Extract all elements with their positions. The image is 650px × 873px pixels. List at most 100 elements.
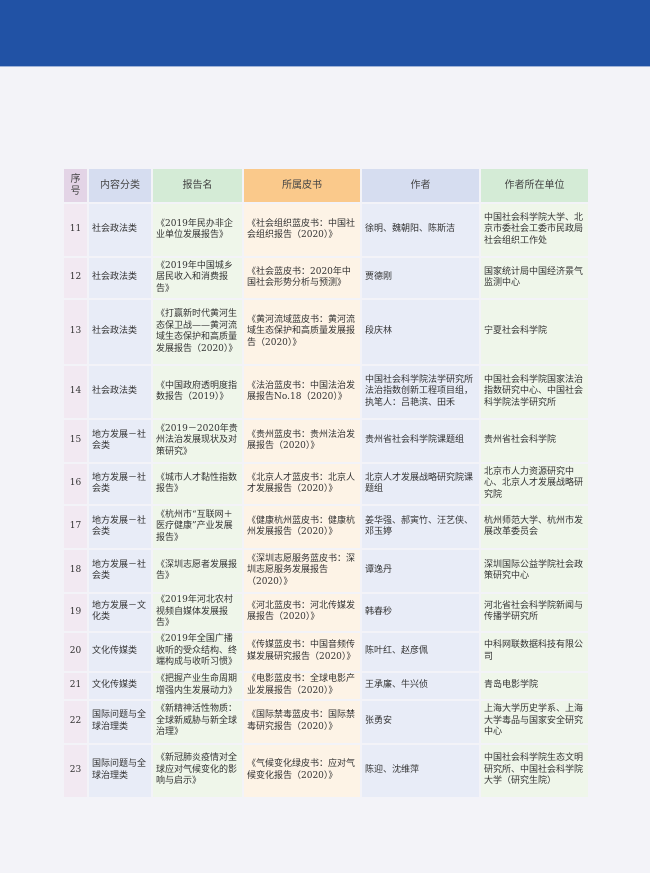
cell-affiliation: 国家统计局中国经济景气监测中心 bbox=[481, 258, 588, 298]
table-row: 11 社会政法类 《2019年民办非企业单位发展报告》 《社会组织蓝皮书：中国社会组织… bbox=[64, 204, 588, 256]
cell-book: 《深圳志愿服务蓝皮书：深圳志愿服务发展报告（2020）》 bbox=[244, 550, 360, 592]
cell-book: 《社会蓝皮书：2020年中国社会形势分析与预测》 bbox=[244, 258, 360, 298]
cell-affiliation: 中国社会科学院生态文明研究所、中国社会科学院大学（研究生院） bbox=[481, 744, 588, 797]
table-row: 17 地方发展－社会类 《杭州市“互联网＋医疗健康”产业发展报告》 《健康杭州蓝皮书：… bbox=[64, 506, 588, 548]
cell-report-name: 《深圳志愿者发展报告》 bbox=[153, 550, 242, 592]
table-row: 12 社会政法类 《2019年中国城乡居民收入和消费报告》 《社会蓝皮书：2020年中… bbox=[64, 258, 588, 298]
cell-category: 国际问题与全球治理类 bbox=[89, 744, 151, 797]
cell-report-name: 《2019年民办非企业单位发展报告》 bbox=[153, 204, 242, 256]
cell-seq: 19 bbox=[64, 594, 87, 631]
cell-author: 张勇安 bbox=[362, 700, 479, 743]
cell-category: 文化传媒类 bbox=[89, 632, 151, 671]
cell-author: 谭逸丹 bbox=[362, 550, 479, 592]
cell-book: 《国际禁毒蓝皮书：国际禁毒研究报告（2020）》 bbox=[244, 700, 360, 743]
cell-book: 《贵州蓝皮书：贵州法治发展报告（2020）》 bbox=[244, 420, 360, 462]
cell-seq: 22 bbox=[64, 700, 87, 743]
cell-category: 地方发展－社会类 bbox=[89, 464, 151, 504]
cell-affiliation: 上海大学历史学系、上海大学毒品与国家安全研究中心 bbox=[481, 700, 588, 743]
cell-affiliation: 深圳国际公益学院社会政策研究中心 bbox=[481, 550, 588, 592]
cell-seq: 14 bbox=[64, 366, 87, 418]
table-row: 13 社会政法类 《打赢新时代黄河生态保卫战——黄河流域生态保护和高质量发展报告（2… bbox=[64, 300, 588, 364]
cell-author: 陈叶红、赵彦佩 bbox=[362, 632, 479, 671]
table-row: 18 地方发展－社会类 《深圳志愿者发展报告》 《深圳志愿服务蓝皮书：深圳志愿服务发展… bbox=[64, 550, 588, 592]
cell-author: 徐明、魏朝阳、陈斯洁 bbox=[362, 204, 479, 256]
cell-book: 《电影蓝皮书：全球电影产业发展报告（2020）》 bbox=[244, 672, 360, 699]
cell-book: 《黄河流域蓝皮书：黄河流域生态保护和高质量发展报告（2020）》 bbox=[244, 300, 360, 364]
cell-seq: 21 bbox=[64, 672, 87, 699]
cell-report-name: 《新冠肺炎疫情对全球应对气候变化的影响与启示》 bbox=[153, 744, 242, 797]
cell-seq: 15 bbox=[64, 420, 87, 462]
header-report-name: 报告名 bbox=[153, 169, 242, 202]
cell-author: 贵州省社会科学院课题组 bbox=[362, 420, 479, 462]
cell-affiliation: 中国社会科学院国家法治指数研究中心、中国社会科学院法学研究所 bbox=[481, 366, 588, 418]
cell-report-name: 《城市人才黏性指数报告》 bbox=[153, 464, 242, 504]
cell-seq: 11 bbox=[64, 204, 87, 256]
cell-book: 《传媒蓝皮书：中国音频传媒发展研究报告（2020）》 bbox=[244, 632, 360, 671]
cell-author: 中国社会科学院法学研究所法治指数创新工程项目组，执笔人：吕艳滨、田禾 bbox=[362, 366, 479, 418]
cell-report-name: 《2019年河北农村视频自媒体发展报告》 bbox=[153, 594, 242, 631]
cell-book: 《河北蓝皮书：河北传媒发展报告（2020）》 bbox=[244, 594, 360, 631]
cell-affiliation: 贵州省社会科学院 bbox=[481, 420, 588, 462]
cell-report-name: 《2019年中国城乡居民收入和消费报告》 bbox=[153, 258, 242, 298]
cell-affiliation: 杭州师范大学、杭州市发展改革委员会 bbox=[481, 506, 588, 548]
header-author: 作者 bbox=[362, 169, 479, 202]
table-row: 19 地方发展－文化类 《2019年河北农村视频自媒体发展报告》 《河北蓝皮书：河北传… bbox=[64, 594, 588, 631]
cell-category: 地方发展－社会类 bbox=[89, 506, 151, 548]
table-row: 14 社会政法类 《中国政府透明度指数报告（2019）》 《法治蓝皮书：中国法治发展报… bbox=[64, 366, 588, 418]
cell-affiliation: 宁夏社会科学院 bbox=[481, 300, 588, 364]
cell-book: 《社会组织蓝皮书：中国社会组织报告（2020）》 bbox=[244, 204, 360, 256]
cell-book: 《健康杭州蓝皮书：健康杭州发展报告（2020）》 bbox=[244, 506, 360, 548]
table-row: 20 文化传媒类 《2019年全国广播收听的受众结构、终端构成与收听习惯》 《传媒蓝皮… bbox=[64, 632, 588, 671]
cell-author: 姜华强、郝寅竹、汪艺侠、邓玉婷 bbox=[362, 506, 479, 548]
cell-category: 地方发展－社会类 bbox=[89, 420, 151, 462]
cell-category: 地方发展－文化类 bbox=[89, 594, 151, 631]
cell-author: 贾德刚 bbox=[362, 258, 479, 298]
cell-report-name: 《打赢新时代黄河生态保卫战——黄河流域生态保护和高质量发展报告（2020）》 bbox=[153, 300, 242, 364]
cell-seq: 13 bbox=[64, 300, 87, 364]
header-seq: 序号 bbox=[64, 169, 87, 202]
cell-book: 《北京人才蓝皮书：北京人才发展报告（2020）》 bbox=[244, 464, 360, 504]
cell-seq: 23 bbox=[64, 744, 87, 797]
cell-category: 地方发展－社会类 bbox=[89, 550, 151, 592]
cell-author: 王承廉、牛兴侦 bbox=[362, 672, 479, 699]
table-row: 16 地方发展－社会类 《城市人才黏性指数报告》 《北京人才蓝皮书：北京人才发展报告（… bbox=[64, 464, 588, 504]
header-category: 内容分类 bbox=[89, 169, 151, 202]
cell-affiliation: 北京市人力资源研究中心、北京人才发展战略研究院 bbox=[481, 464, 588, 504]
header-affiliation: 作者所在单位 bbox=[481, 169, 588, 202]
cell-seq: 20 bbox=[64, 632, 87, 671]
table-header-row: 序号 内容分类 报告名 所属皮书 作者 作者所在单位 bbox=[64, 169, 588, 202]
cell-affiliation: 青岛电影学院 bbox=[481, 672, 588, 699]
cell-author: 北京人才发展战略研究院课题组 bbox=[362, 464, 479, 504]
cell-report-name: 《中国政府透明度指数报告（2019）》 bbox=[153, 366, 242, 418]
cell-category: 社会政法类 bbox=[89, 366, 151, 418]
report-table: 序号 内容分类 报告名 所属皮书 作者 作者所在单位 11 社会政法类 《2019年民办非企业… bbox=[62, 167, 590, 799]
cell-category: 社会政法类 bbox=[89, 258, 151, 298]
cell-seq: 18 bbox=[64, 550, 87, 592]
cell-affiliation: 中科网联数据科技有限公司 bbox=[481, 632, 588, 671]
cell-seq: 16 bbox=[64, 464, 87, 504]
cell-author: 段庆林 bbox=[362, 300, 479, 364]
cell-category: 社会政法类 bbox=[89, 204, 151, 256]
cell-category: 国际问题与全球治理类 bbox=[89, 700, 151, 743]
cell-book: 《气候变化绿皮书：应对气候变化报告（2020）》 bbox=[244, 744, 360, 797]
table-row: 22 国际问题与全球治理类 《新精神活性物质：全球新威胁与新全球治理》 《国际禁毒蓝皮… bbox=[64, 700, 588, 743]
cell-affiliation: 河北省社会科学院新闻与传播学研究所 bbox=[481, 594, 588, 631]
table-row: 15 地方发展－社会类 《2019－2020年贵州法治发展现状及对策研究》 《贵州蓝皮… bbox=[64, 420, 588, 462]
cell-seq: 17 bbox=[64, 506, 87, 548]
cell-book: 《法治蓝皮书：中国法治发展报告No.18（2020）》 bbox=[244, 366, 360, 418]
cell-seq: 12 bbox=[64, 258, 87, 298]
table-row: 23 国际问题与全球治理类 《新冠肺炎疫情对全球应对气候变化的影响与启示》 《气候变化… bbox=[64, 744, 588, 797]
cell-author: 陈迎、沈维萍 bbox=[362, 744, 479, 797]
cell-category: 文化传媒类 bbox=[89, 672, 151, 699]
cell-category: 社会政法类 bbox=[89, 300, 151, 364]
header-book: 所属皮书 bbox=[244, 169, 360, 202]
table-row: 21 文化传媒类 《把握产业生命周期增强内生发展动力》 《电影蓝皮书：全球电影产业发展… bbox=[64, 672, 588, 699]
cell-report-name: 《2019年全国广播收听的受众结构、终端构成与收听习惯》 bbox=[153, 632, 242, 671]
cell-report-name: 《2019－2020年贵州法治发展现状及对策研究》 bbox=[153, 420, 242, 462]
cell-report-name: 《把握产业生命周期增强内生发展动力》 bbox=[153, 672, 242, 699]
cell-author: 韩春秒 bbox=[362, 594, 479, 631]
header-band bbox=[0, 0, 650, 67]
cell-affiliation: 中国社会科学院大学、北京市委社会工委市民政局社会组织工作处 bbox=[481, 204, 588, 256]
cell-report-name: 《杭州市“互联网＋医疗健康”产业发展报告》 bbox=[153, 506, 242, 548]
cell-report-name: 《新精神活性物质：全球新威胁与新全球治理》 bbox=[153, 700, 242, 743]
